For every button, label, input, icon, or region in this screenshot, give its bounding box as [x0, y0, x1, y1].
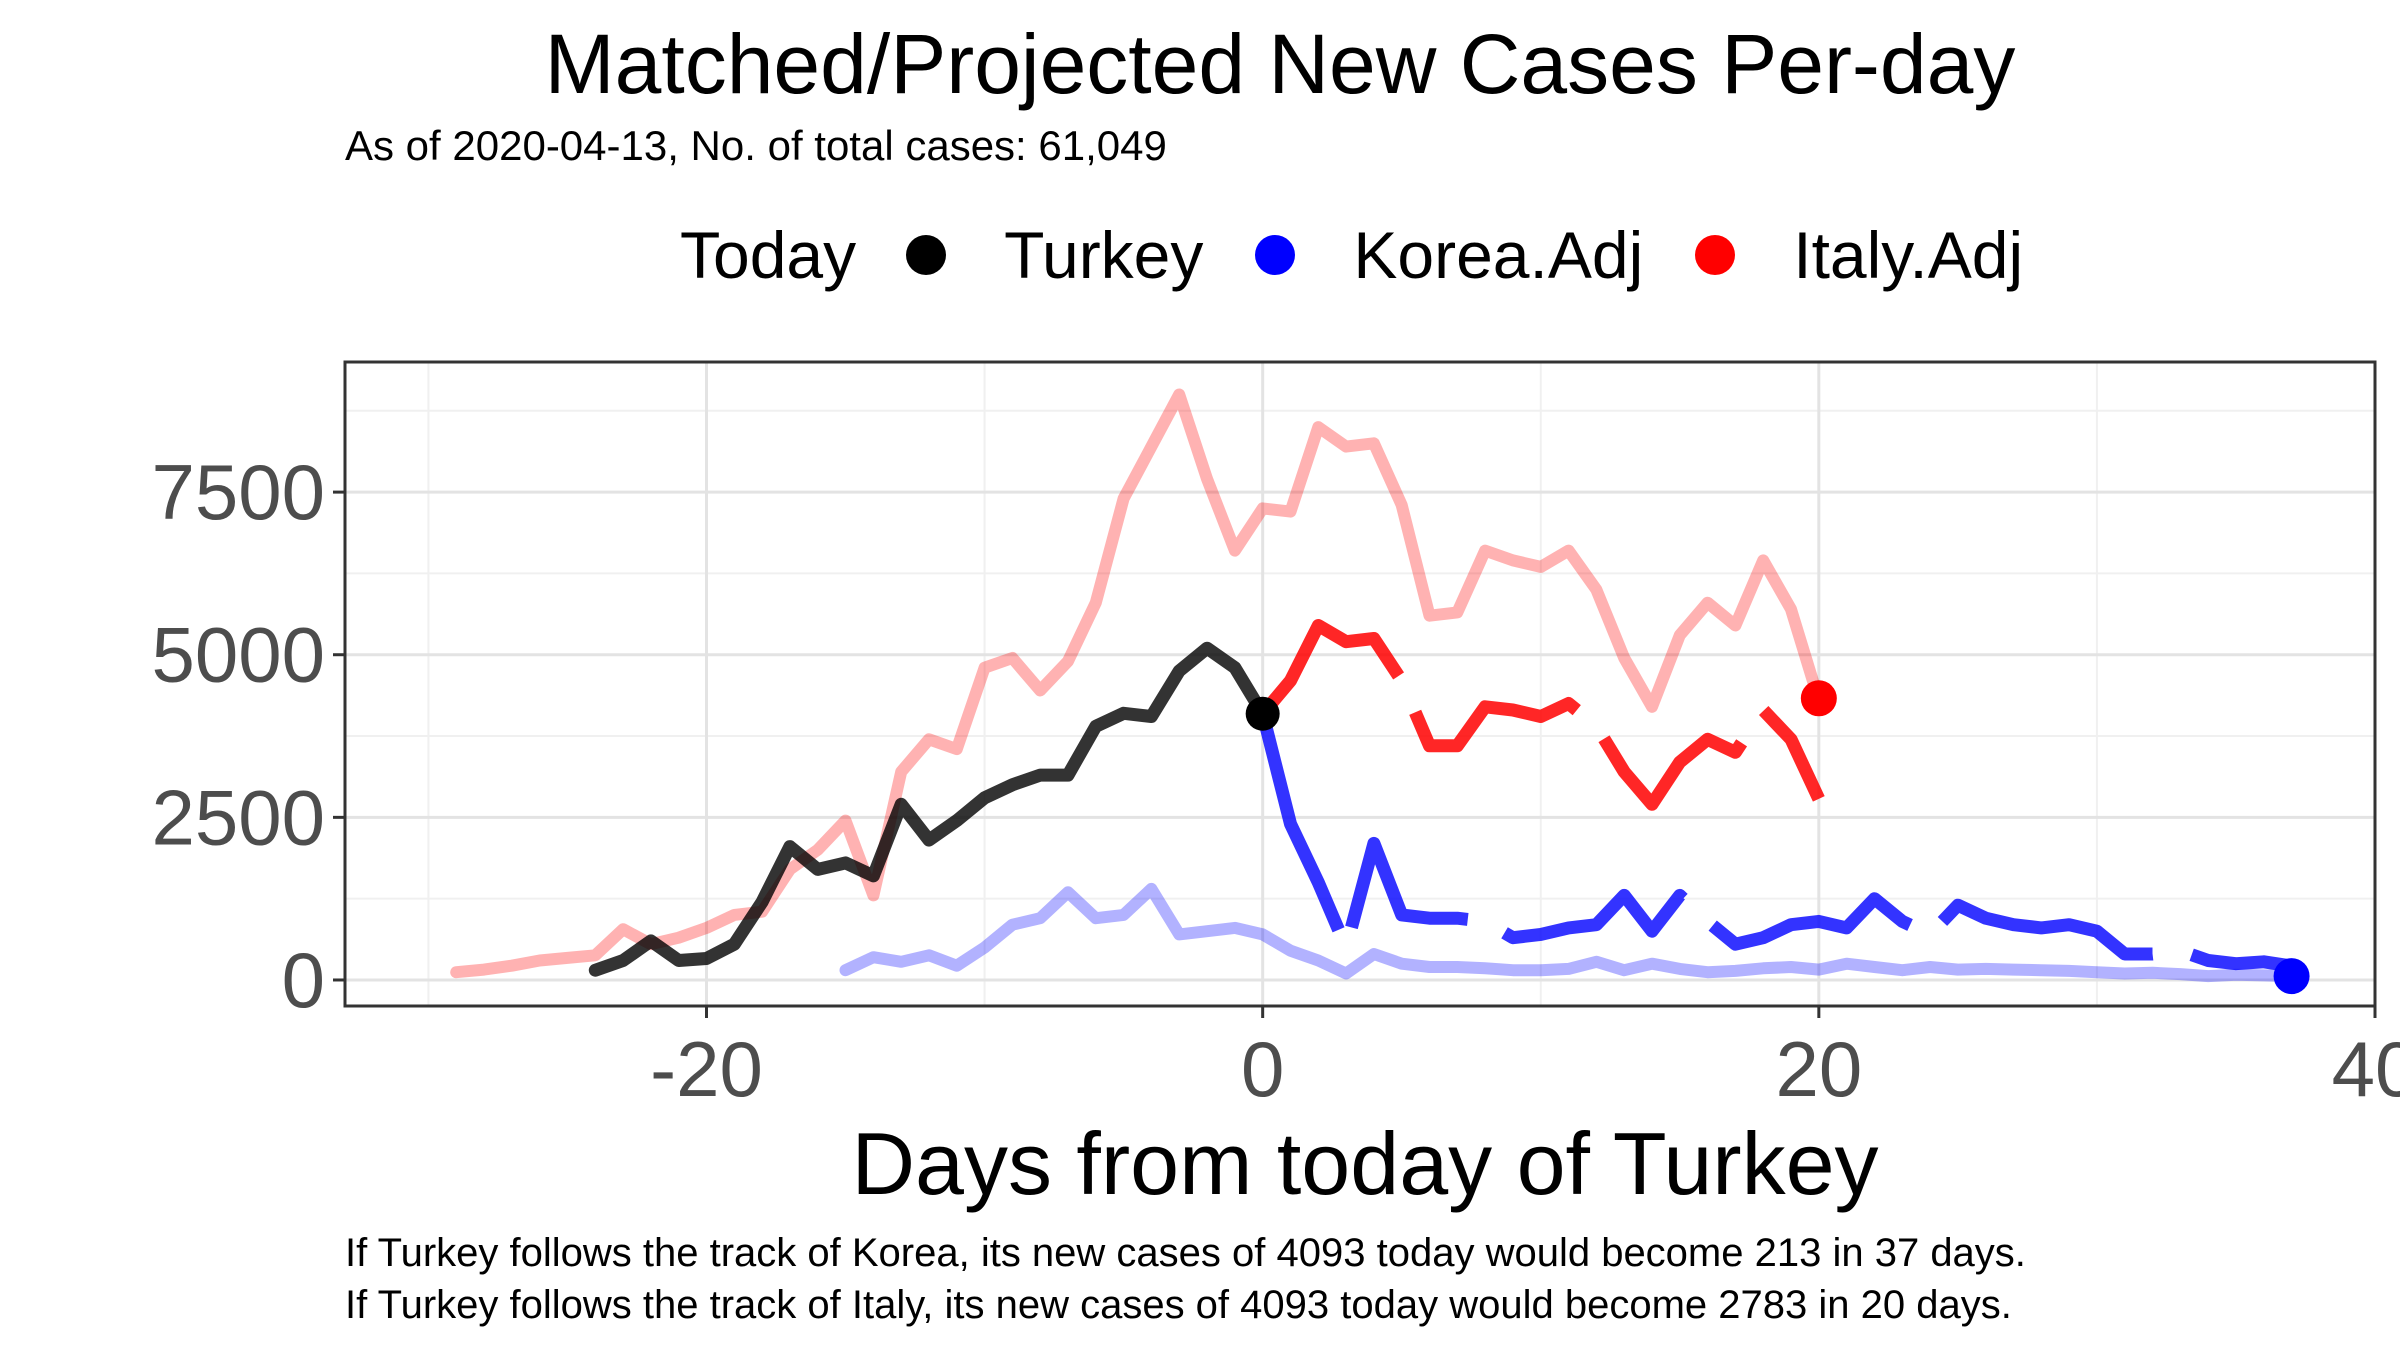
legend-item-korea: Korea.Adj — [1255, 217, 1643, 293]
legend-dot-korea — [1255, 235, 1296, 275]
note-italy: If Turkey follows the track of Italy, it… — [345, 1283, 2012, 1327]
legend: Today Turkey Korea.Adj Italy.Adj — [680, 210, 2075, 300]
chart-subtitle: As of 2020-04-13, No. of total cases: 61… — [345, 122, 1167, 169]
legend-dot-turkey — [906, 235, 947, 275]
series-line-italy-projection — [1257, 619, 1825, 811]
legend-item-turkey: Turkey — [906, 217, 1203, 293]
series-line-italy-reference — [450, 388, 1825, 979]
today-point-turkey — [1245, 696, 1280, 731]
y-tick-label: 5000 — [151, 611, 325, 699]
note-korea: If Turkey follows the track of Korea, it… — [345, 1231, 2026, 1275]
legend-dot-italy — [1695, 235, 1736, 275]
x-axis-title: Days from today of Turkey — [851, 1114, 1878, 1213]
y-tick-label: 0 — [282, 936, 325, 1024]
plot-border — [343, 360, 2377, 1008]
x-tick-label: 20 — [1775, 1025, 1862, 1113]
legend-label-turkey: Turkey — [1004, 218, 1204, 292]
x-tick-label: 0 — [1241, 1025, 1284, 1113]
chart-title: Matched/Projected New Cases Per-day — [544, 17, 2016, 111]
legend-title: Today — [680, 218, 857, 292]
x-tick-label: -20 — [650, 1025, 763, 1113]
legend-item-italy: Italy.Adj — [1695, 217, 2023, 293]
end-point-italy — [1800, 680, 1837, 717]
x-tick-label: 40 — [2332, 1025, 2400, 1113]
y-tick-label: 7500 — [151, 448, 325, 536]
y-tick-label: 2500 — [151, 773, 325, 861]
series-line-turkey — [588, 641, 1270, 977]
series-line-korea-projection — [1256, 712, 2293, 973]
end-point-korea — [2273, 958, 2310, 995]
series-line-korea-reference — [839, 882, 2298, 983]
legend-label-korea: Korea.Adj — [1353, 218, 1644, 292]
legend-label-italy: Italy.Adj — [1793, 218, 2024, 292]
